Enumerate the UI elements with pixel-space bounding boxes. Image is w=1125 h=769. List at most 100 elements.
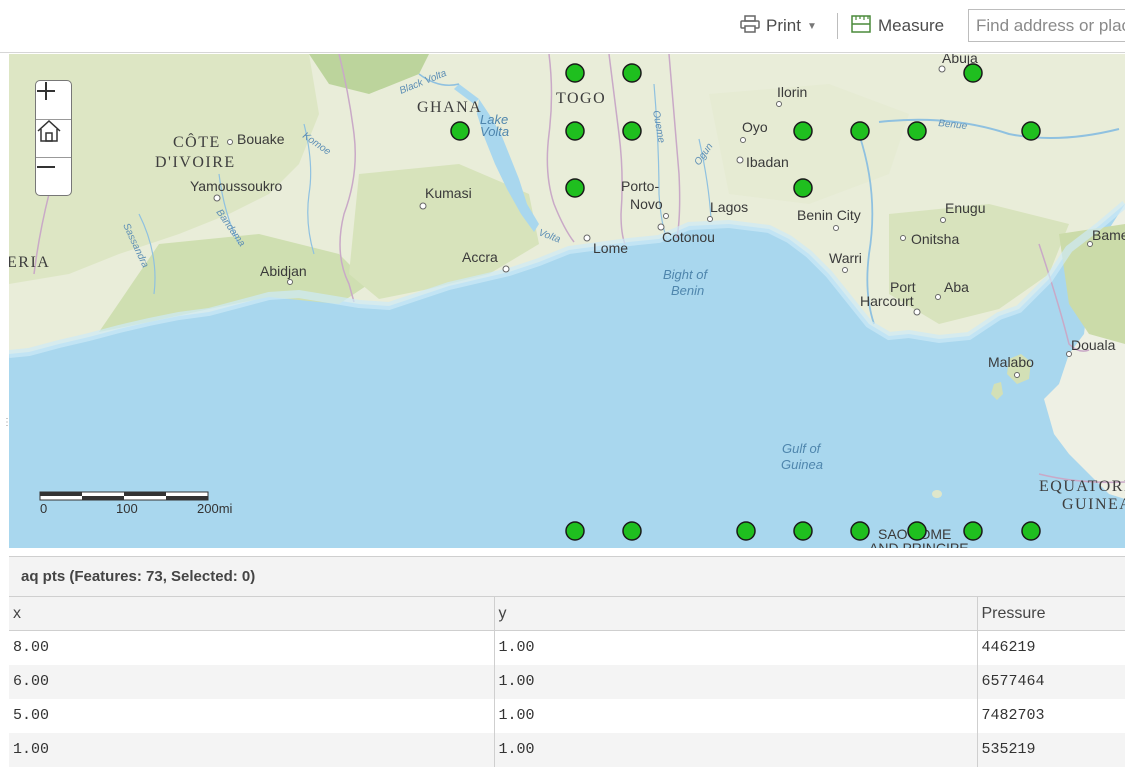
- cell-y: 1.00: [494, 698, 978, 733]
- feature-point[interactable]: [450, 121, 470, 141]
- measure-label: Measure: [878, 16, 945, 35]
- cell-pressure: 446219: [977, 630, 1125, 665]
- city-label: Enugu: [945, 200, 985, 216]
- column-header-pressure[interactable]: Pressure: [977, 597, 1125, 631]
- city-label: Ibadan: [746, 154, 789, 170]
- feature-point[interactable]: [565, 63, 585, 83]
- zoom-controls: [35, 80, 72, 196]
- city-label: Bamenda: [1092, 227, 1125, 243]
- city-label: Port: [890, 279, 916, 295]
- water-label: Lake: [480, 112, 508, 127]
- print-label: Print: [766, 16, 801, 35]
- water-label: Bight of: [663, 267, 708, 282]
- feature-point[interactable]: [963, 63, 983, 83]
- table-title: aq pts (Features: 73, Selected: 0): [21, 568, 256, 585]
- feature-point[interactable]: [907, 121, 927, 141]
- city-label: Novo: [630, 196, 663, 212]
- city-label: Douala: [1071, 337, 1116, 353]
- measure-button[interactable]: Measure: [850, 14, 944, 38]
- city-label: Onitsha: [911, 231, 959, 247]
- cell-x: 1.00: [9, 732, 495, 767]
- feature-point[interactable]: [622, 521, 642, 541]
- city-label: Oyo: [742, 119, 768, 135]
- attribute-table: x y Pressure 8.00 1.00 446219 6.00 1.00 …: [9, 597, 1125, 767]
- city-label: Aba: [944, 279, 969, 295]
- feature-point[interactable]: [793, 178, 813, 198]
- city-label: Harcourt: [860, 293, 914, 309]
- search-input[interactable]: [968, 9, 1125, 42]
- city-label: Abuja: [942, 54, 978, 66]
- water-label: Gulf of: [782, 441, 822, 456]
- city-label: Abidjan: [260, 263, 307, 279]
- liberia-label: ERIA: [9, 254, 50, 271]
- feature-point[interactable]: [850, 521, 870, 541]
- cell-pressure: 535219: [977, 732, 1125, 767]
- feature-point[interactable]: [850, 121, 870, 141]
- basemap: GHANA TOGO CÔTE D'IVOIRE ERIA EQUATORI G…: [9, 54, 1125, 548]
- country-label-sao-tome-2: AND PRINCIPE: [869, 540, 969, 548]
- table-row[interactable]: 1.00 1.00 535219: [9, 732, 1125, 767]
- feature-point[interactable]: [565, 121, 585, 141]
- feature-point[interactable]: [622, 63, 642, 83]
- zoom-in-button[interactable]: [36, 81, 71, 120]
- cell-x: 8.00: [9, 630, 495, 665]
- city-label: Lagos: [710, 199, 748, 215]
- column-header-x[interactable]: x: [9, 597, 495, 631]
- city-label: Yamoussoukro: [190, 178, 283, 194]
- minus-icon: [37, 166, 55, 168]
- cell-pressure: 7482703: [977, 698, 1125, 733]
- city-label: Porto-: [621, 178, 659, 194]
- zoom-out-button[interactable]: [36, 157, 71, 195]
- city-label: Ilorin: [777, 84, 807, 100]
- city-label: Cotonou: [662, 229, 715, 245]
- cell-pressure: 6577464: [977, 664, 1125, 699]
- table-header-row: x y Pressure: [9, 597, 1125, 631]
- water-label: Volta: [480, 124, 509, 139]
- feature-point[interactable]: [1021, 521, 1041, 541]
- feature-point[interactable]: [793, 521, 813, 541]
- print-button[interactable]: Print ▼: [740, 14, 817, 38]
- cote-divoire-label-line2: D'IVOIRE: [155, 154, 236, 171]
- home-button[interactable]: [36, 119, 71, 158]
- panel-splitter-handle[interactable]: ⋮: [2, 417, 12, 428]
- water-label: Guinea: [781, 457, 823, 472]
- table-title-bar: aq pts (Features: 73, Selected: 0): [9, 557, 1125, 597]
- plus-icon: [37, 82, 55, 100]
- home-icon: [37, 119, 61, 142]
- feature-point[interactable]: [622, 121, 642, 141]
- feature-point[interactable]: [793, 121, 813, 141]
- table-row[interactable]: 5.00 1.00 7482703: [9, 698, 1125, 733]
- cell-y: 1.00: [494, 664, 978, 699]
- feature-point[interactable]: [565, 521, 585, 541]
- cell-x: 5.00: [9, 698, 495, 733]
- scale-bar: 0 100 200mi: [39, 491, 233, 516]
- cell-y: 1.00: [494, 630, 978, 665]
- feature-point[interactable]: [907, 521, 927, 541]
- feature-point[interactable]: [736, 521, 756, 541]
- feature-point[interactable]: [565, 178, 585, 198]
- feature-point[interactable]: [1021, 121, 1041, 141]
- table-row[interactable]: 6.00 1.00 6577464: [9, 664, 1125, 699]
- water-label: Benin: [671, 283, 704, 298]
- feature-point[interactable]: [963, 521, 983, 541]
- chevron-down-icon: ▼: [806, 20, 817, 32]
- map-view[interactable]: GHANA TOGO CÔTE D'IVOIRE ERIA EQUATORI G…: [9, 54, 1125, 548]
- city-label: Malabo: [988, 354, 1034, 370]
- city-label: Lome: [593, 240, 628, 256]
- toolbar-divider: [837, 13, 838, 39]
- scale-tick-label: 200mi: [197, 501, 233, 516]
- city-label: Benin City: [797, 207, 861, 223]
- scale-tick-label: 100: [116, 501, 138, 516]
- printer-icon: [740, 14, 760, 38]
- equatorial-guinea-label-line1: EQUATORI: [1039, 478, 1125, 495]
- feature-points: [450, 63, 1041, 541]
- attribute-table-panel: aq pts (Features: 73, Selected: 0) x y P…: [9, 556, 1125, 769]
- city-label: Bouake: [237, 131, 285, 147]
- table-row[interactable]: 8.00 1.00 446219: [9, 630, 1125, 665]
- toolbar: Print ▼ Measure: [0, 0, 1125, 53]
- river-label: Benue: [938, 118, 968, 132]
- cell-y: 1.00: [494, 732, 978, 767]
- column-header-y[interactable]: y: [494, 597, 978, 631]
- measure-ruler-icon: [850, 14, 872, 39]
